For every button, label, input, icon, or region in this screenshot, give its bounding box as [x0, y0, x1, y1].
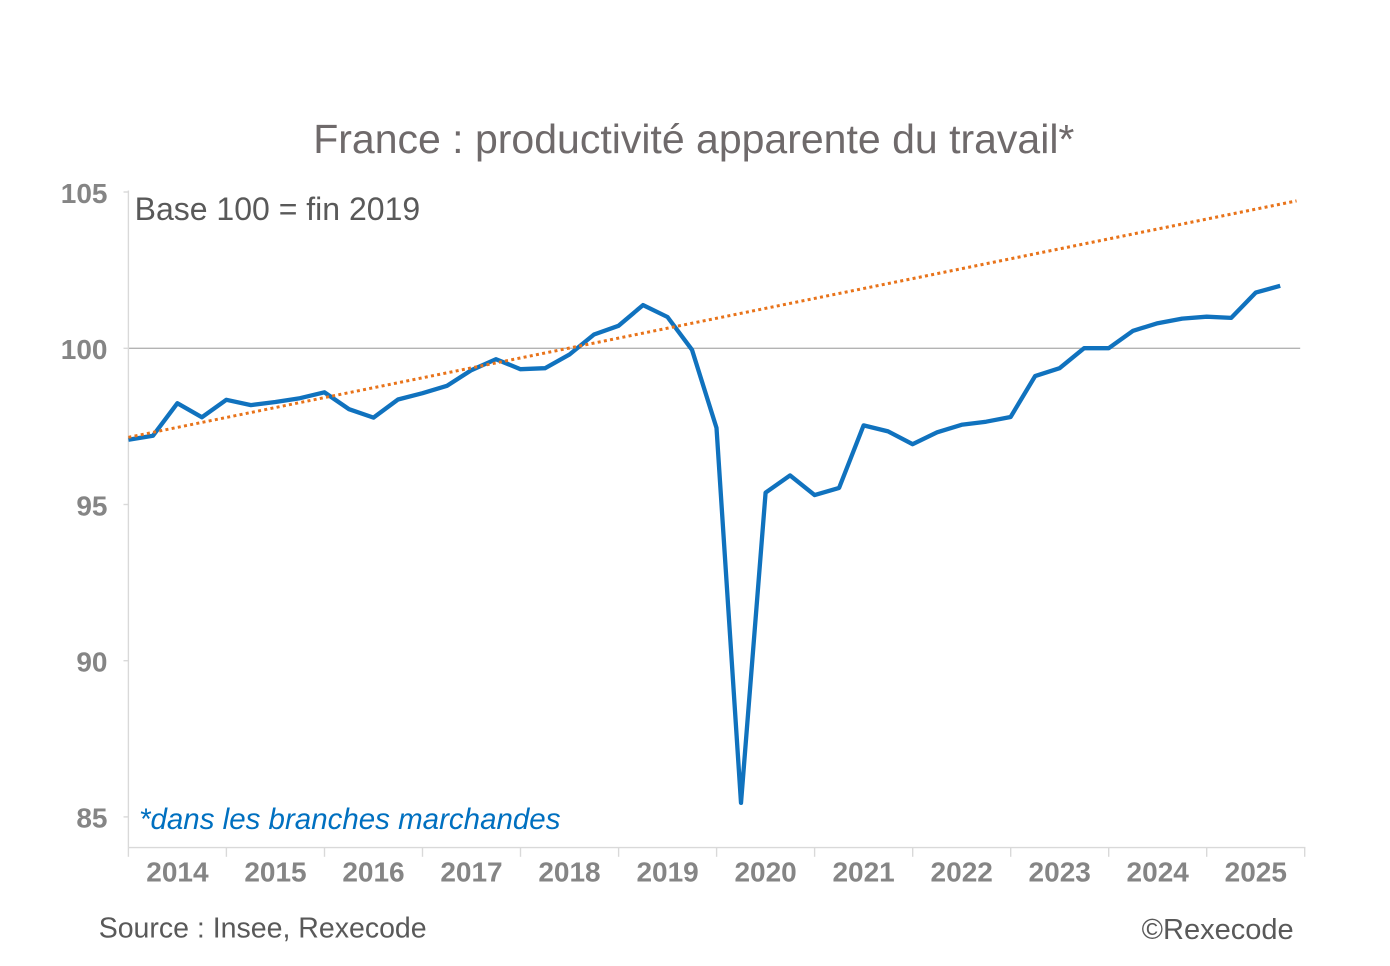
- svg-text:France : productivité apparent: France : productivité apparente du trava…: [313, 116, 1074, 162]
- svg-text:2025: 2025: [1225, 857, 1287, 888]
- svg-text:©Rexecode: ©Rexecode: [1142, 914, 1294, 946]
- svg-text:Source : Insee, Rexecode: Source : Insee, Rexecode: [99, 912, 427, 944]
- svg-text:2024: 2024: [1127, 857, 1190, 888]
- svg-text:105: 105: [61, 178, 108, 209]
- svg-text:2017: 2017: [440, 857, 502, 888]
- svg-text:2016: 2016: [342, 857, 404, 888]
- svg-text:100: 100: [61, 334, 108, 365]
- svg-text:Base 100 = fin 2019: Base 100 = fin 2019: [135, 191, 421, 227]
- svg-text:2015: 2015: [244, 857, 306, 888]
- svg-text:2018: 2018: [538, 857, 600, 888]
- svg-text:2014: 2014: [146, 857, 209, 888]
- svg-text:2021: 2021: [832, 857, 894, 888]
- svg-text:2023: 2023: [1029, 857, 1091, 888]
- svg-text:90: 90: [76, 647, 107, 678]
- svg-text:85: 85: [76, 803, 107, 834]
- svg-text:95: 95: [76, 490, 107, 521]
- svg-text:2020: 2020: [734, 857, 796, 888]
- svg-text:2022: 2022: [931, 857, 993, 888]
- svg-text:*dans les branches marchandes: *dans les branches marchandes: [139, 803, 561, 836]
- svg-text:2019: 2019: [636, 857, 698, 888]
